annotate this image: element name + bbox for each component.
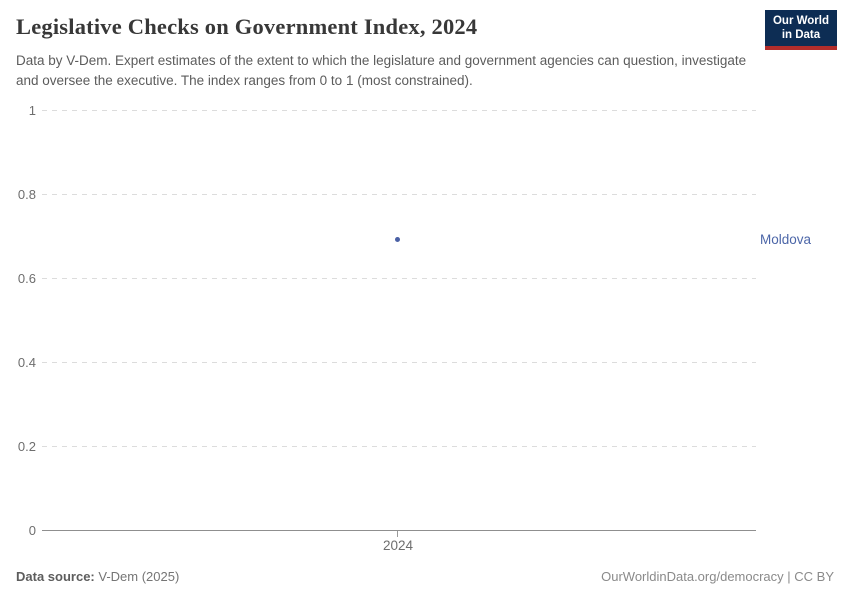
chart-footer: Data source: V-Dem (2025) OurWorldinData… [16,569,834,584]
data-source-value: V-Dem (2025) [94,569,180,584]
x-axis-tick-label: 2024 [382,538,414,553]
data-source-label: Data source: [16,569,95,584]
chart-title: Legislative Checks on Government Index, … [16,14,478,39]
owid-logo[interactable]: Our World in Data [764,10,837,50]
data-source: Data source: V-Dem (2025) [16,569,179,584]
y-tick-label: 0 [28,523,36,538]
y-tick-label: 1 [28,103,36,118]
gridline [42,278,756,279]
footer-link[interactable]: OurWorldinData.org/democracy | CC BY [601,569,834,584]
owid-logo-line1: Our World [772,15,829,27]
y-tick-label: 0.2 [17,439,36,454]
gridline [42,446,756,447]
x-axis-tick [397,531,398,537]
chart-subtitle: Data by V-Dem. Expert estimates of the e… [16,53,747,88]
x-axis-line [42,530,756,531]
y-tick-label: 0.4 [17,355,36,370]
owid-logo-line2: in Data [781,28,821,41]
entity-label-moldova[interactable]: Moldova [760,232,812,247]
gridline [42,194,756,195]
data-point-moldova[interactable] [395,237,400,242]
gridline [42,110,756,111]
y-tick-label: 0.6 [17,271,36,286]
gridline [42,362,756,363]
y-tick-label: 0.8 [17,187,36,202]
